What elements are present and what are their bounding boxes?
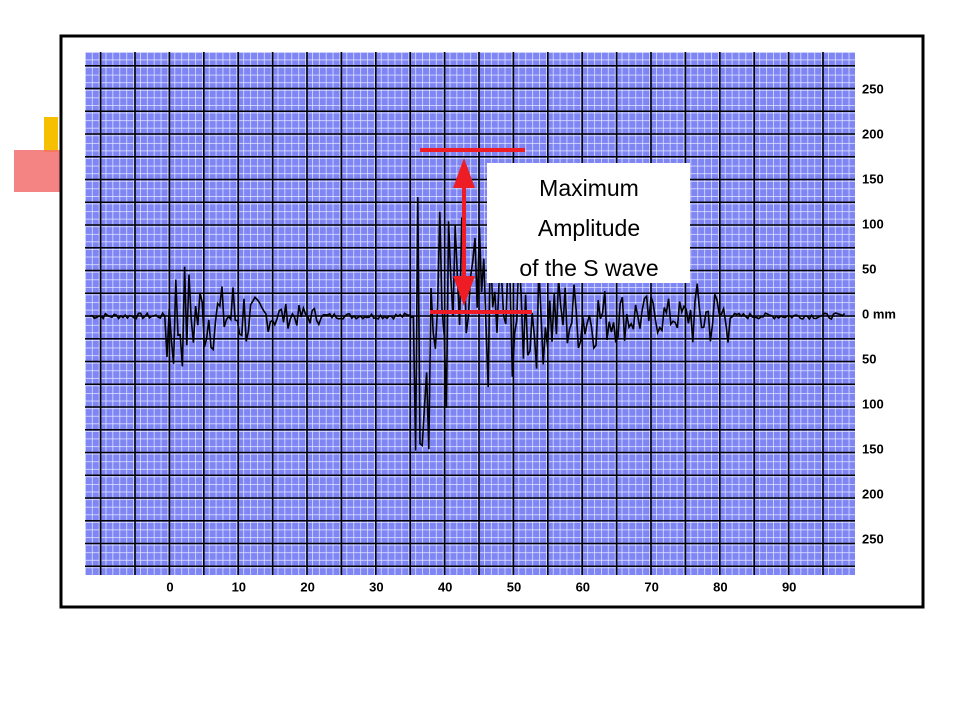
y-label: 50 xyxy=(862,261,876,276)
annotation-box xyxy=(487,163,690,283)
x-label: 60 xyxy=(576,579,590,594)
amplitude-marker xyxy=(420,148,532,314)
arrow-head-down xyxy=(453,276,475,306)
y-label: 100 xyxy=(862,396,884,411)
y-label: 100 xyxy=(862,216,884,231)
annotation-line: Amplitude xyxy=(538,215,640,241)
y-label: 150 xyxy=(862,441,884,456)
decor-yellow xyxy=(44,117,58,152)
annotation-line: of the S wave xyxy=(519,255,658,281)
y-label: 200 xyxy=(862,486,884,501)
decor-red xyxy=(14,150,62,192)
x-label: 90 xyxy=(782,579,796,594)
x-label: 50 xyxy=(507,579,521,594)
x-label: 0 xyxy=(166,579,173,594)
y-label: 50 xyxy=(862,351,876,366)
x-label: 40 xyxy=(438,579,452,594)
y-label: 250 xyxy=(862,81,884,96)
y-label: 0 mm xyxy=(862,306,896,321)
x-label: 30 xyxy=(369,579,383,594)
x-label: 10 xyxy=(232,579,246,594)
y-label: 250 xyxy=(862,531,884,546)
y-label: 150 xyxy=(862,171,884,186)
y-label: 200 xyxy=(862,126,884,141)
annotation-line: Maximum xyxy=(539,175,639,201)
x-label: 70 xyxy=(644,579,658,594)
x-label: 80 xyxy=(713,579,727,594)
x-label: 20 xyxy=(300,579,314,594)
seismogram-trace xyxy=(89,197,846,451)
arrow-head-up xyxy=(453,158,475,188)
major-grid xyxy=(85,52,855,575)
